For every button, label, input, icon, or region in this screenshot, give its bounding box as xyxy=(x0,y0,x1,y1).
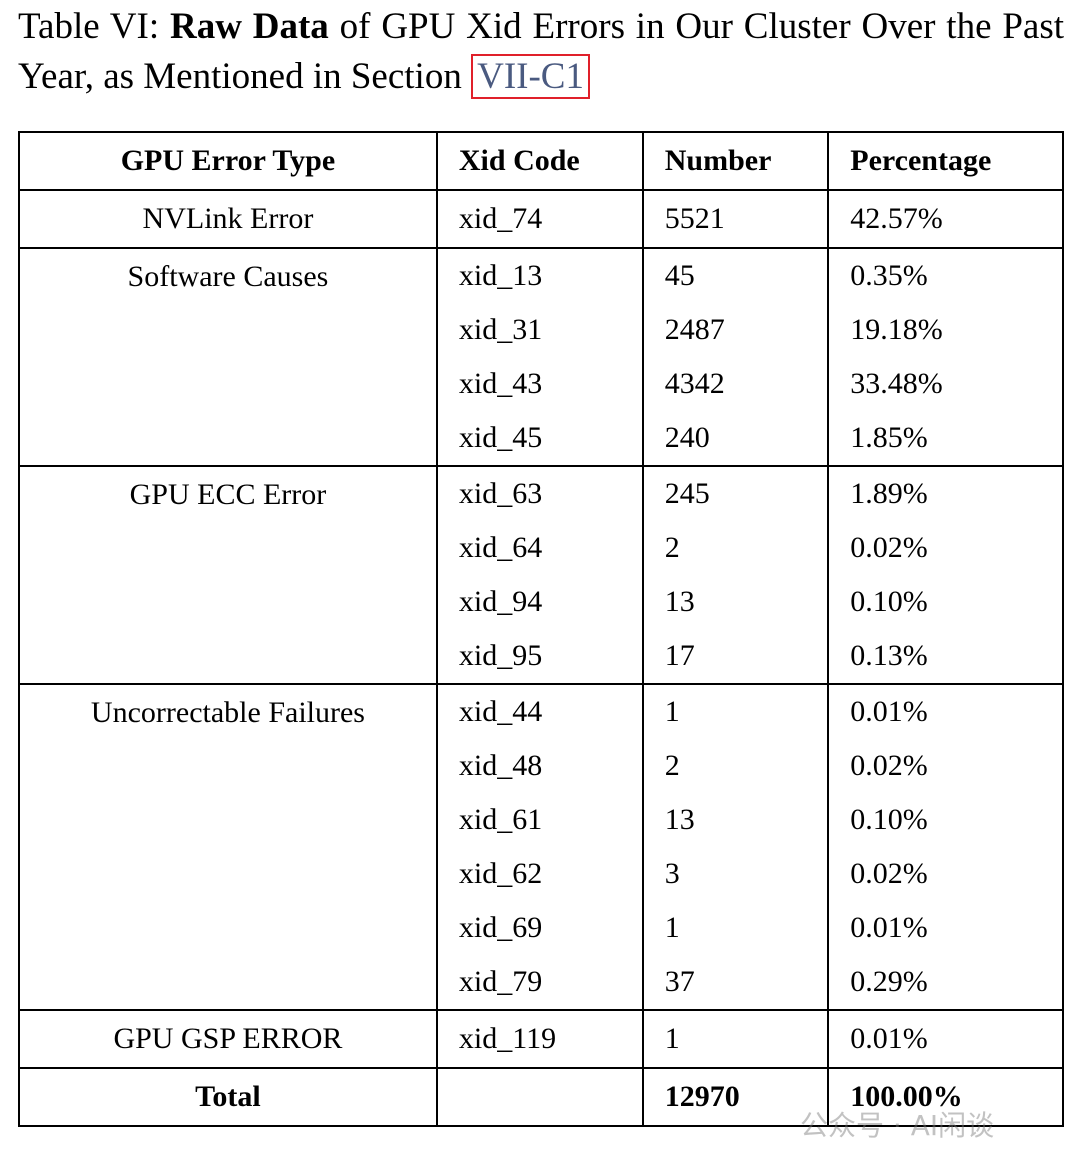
caption-text: of GPU Xid Errors in Our Cluster Over th… xyxy=(18,6,1065,97)
number-cell: 3 xyxy=(641,847,830,901)
header-cell: Xid Code xyxy=(435,131,644,191)
percentage-cell: 0.13% xyxy=(827,629,1064,685)
xid-code-cell: xid_31 xyxy=(435,303,644,357)
error-type-cell: GPU ECC Error xyxy=(18,465,438,684)
number-cell: 2 xyxy=(641,521,830,575)
table-row: xid_61 13 0.10% xyxy=(19,793,1064,847)
header-row: GPU Error Type Xid Code Number Percentage xyxy=(18,131,1064,191)
number-cell: 240 xyxy=(641,411,830,467)
empty-cell xyxy=(435,1067,644,1127)
percentage-cell: 19.18% xyxy=(827,303,1064,357)
number-cell: 37 xyxy=(641,955,830,1011)
caption-bold: Raw Data xyxy=(169,6,329,47)
error-type-cell: Software Causes xyxy=(18,247,438,466)
percentage-cell: 0.02% xyxy=(827,847,1064,901)
percentage-cell: 1.89% xyxy=(827,465,1064,521)
caption: Table VI: Raw Data of GPU Xid Errors in … xyxy=(18,2,1064,102)
number-cell: 4342 xyxy=(641,357,830,411)
number-cell: 17 xyxy=(641,629,830,685)
table-row: Uncorrectable Failures xid_44 1 0.01% xyxy=(18,683,1064,1010)
header-cell: Percentage xyxy=(827,131,1064,191)
total-percentage: 100.00% xyxy=(827,1067,1064,1127)
total-label: Total xyxy=(18,1067,438,1127)
table-row: xid_94 13 0.10% xyxy=(19,575,1064,629)
xid-code-cell: xid_95 xyxy=(435,629,644,685)
xid-code-cell: xid_61 xyxy=(435,793,644,847)
percentage-cell: 1.85% xyxy=(827,411,1064,467)
total-number: 12970 xyxy=(641,1067,830,1127)
percentage-cell: 42.57% xyxy=(827,189,1064,249)
xid-code-cell: xid_44 xyxy=(435,683,644,739)
xid-code-cell: xid_13 xyxy=(435,247,644,303)
xid-code-cell: xid_64 xyxy=(435,521,644,575)
number-cell: 2 xyxy=(641,739,830,793)
xid-code-cell: xid_79 xyxy=(435,955,644,1011)
xid-code-cell: xid_94 xyxy=(435,575,644,629)
table-row: Software Causes xid_13 45 0.35% xyxy=(18,247,1064,466)
number-cell: 2487 xyxy=(641,303,830,357)
number-cell: 1 xyxy=(641,1009,830,1069)
table-row: xid_64 2 0.02% xyxy=(19,521,1064,575)
table-row: xid_48 2 0.02% xyxy=(19,739,1064,793)
percentage-cell: 0.01% xyxy=(827,901,1064,955)
error-type-cell: Uncorrectable Failures xyxy=(18,683,438,1010)
table-row: xid_62 3 0.02% xyxy=(19,847,1064,901)
table-row: xid_69 1 0.01% xyxy=(19,901,1064,955)
number-cell: 245 xyxy=(641,465,830,521)
table-row: xid_79 37 0.29% xyxy=(19,955,1064,1011)
percentage-cell: 0.02% xyxy=(827,739,1064,793)
table-row: GPU GSP ERROR xid_119 1 0.01% xyxy=(18,1009,1064,1069)
percentage-cell: 0.01% xyxy=(827,1009,1064,1069)
xid-code-cell: xid_63 xyxy=(435,465,644,521)
error-type-cell: NVLink Error xyxy=(18,189,438,249)
table-row: xid_31 2487 19.18% xyxy=(19,303,1064,357)
xid-code-cell: xid_62 xyxy=(435,847,644,901)
header-cell: GPU Error Type xyxy=(18,131,438,191)
xid-code-cell: xid_43 xyxy=(435,357,644,411)
table-row: xid_95 17 0.13% xyxy=(19,629,1064,685)
error-type-cell: GPU GSP ERROR xyxy=(18,1009,438,1069)
percentage-cell: 0.29% xyxy=(827,955,1064,1011)
xid-code-cell: xid_69 xyxy=(435,901,644,955)
table-row: xid_43 4342 33.48% xyxy=(19,357,1064,411)
number-cell: 45 xyxy=(641,247,830,303)
percentage-cell: 0.10% xyxy=(827,793,1064,847)
number-cell: 1 xyxy=(641,683,830,739)
number-cell: 1 xyxy=(641,901,830,955)
table-row: GPU ECC Error xid_63 245 1.89% xyxy=(18,465,1064,684)
data-table: GPU Error Type Xid Code Number Percentage NV… xyxy=(18,131,1064,1127)
caption-label: Table VI: xyxy=(18,6,160,47)
percentage-cell: 0.35% xyxy=(827,247,1064,303)
table-row: NVLink Error xid_74 5521 42.57% xyxy=(18,189,1064,249)
xid-code-cell: xid_74 xyxy=(435,189,644,249)
number-cell: 5521 xyxy=(641,189,830,249)
xid-code-cell: xid_45 xyxy=(435,411,644,467)
xid-code-cell: xid_119 xyxy=(435,1009,644,1069)
percentage-cell: 0.02% xyxy=(827,521,1064,575)
percentage-cell: 0.10% xyxy=(827,575,1064,629)
total-row: Total 12970 100.00% xyxy=(18,1067,1064,1127)
percentage-cell: 33.48% xyxy=(827,357,1064,411)
watermark: 公众号 · AI闲谈 xyxy=(800,1109,995,1142)
header-cell: Number xyxy=(641,131,830,191)
percentage-cell: 0.01% xyxy=(827,683,1064,739)
xid-code-cell: xid_48 xyxy=(435,739,644,793)
number-cell: 13 xyxy=(641,575,830,629)
section-link[interactable]: VII-C1 xyxy=(471,54,590,99)
number-cell: 13 xyxy=(641,793,830,847)
table-row: xid_45 240 1.85% xyxy=(19,411,1064,467)
